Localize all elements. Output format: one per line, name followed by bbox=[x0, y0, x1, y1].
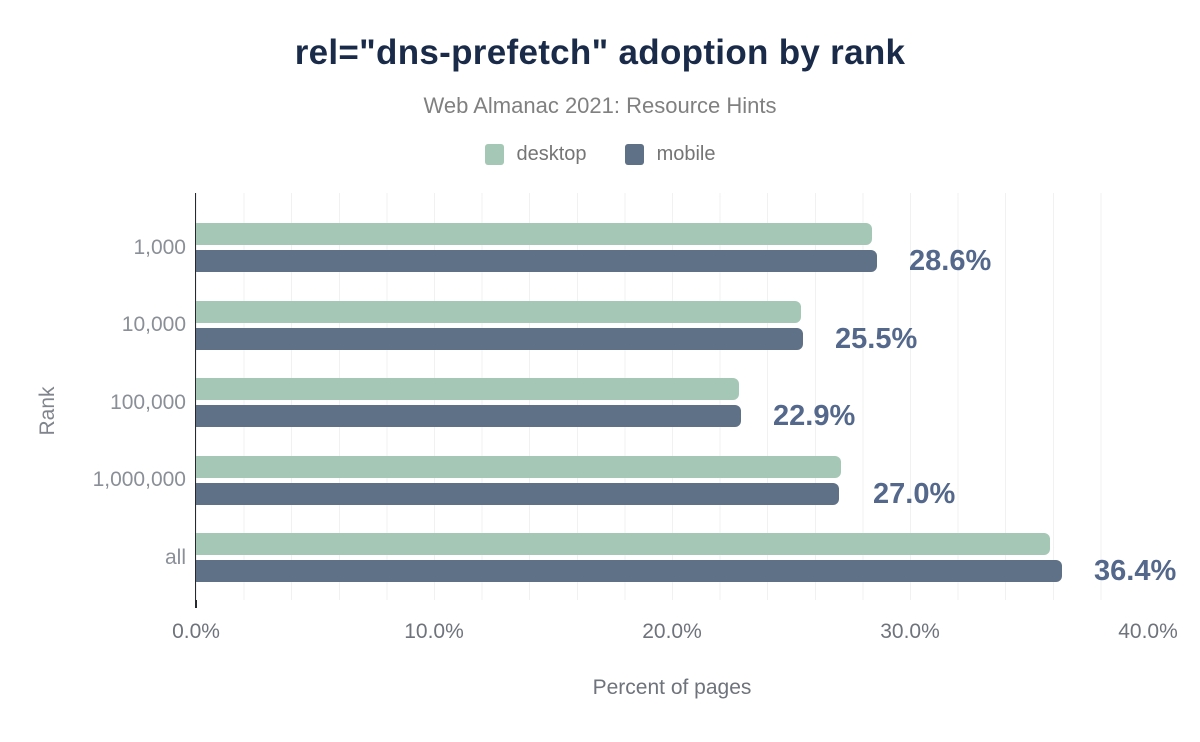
bar-value-label: 28.6% bbox=[909, 245, 992, 277]
y-category-label: 1,000,000 bbox=[92, 468, 186, 491]
bar-value-label: 27.0% bbox=[873, 477, 956, 510]
plot-area bbox=[196, 193, 1148, 600]
legend-item-desktop: desktop bbox=[484, 143, 587, 166]
bar-desktop-1,000,000 bbox=[196, 455, 841, 478]
bar-mobile-100,000 bbox=[196, 405, 741, 427]
bar-value-label: 22.9% bbox=[773, 400, 856, 432]
bar-desktop-1,000 bbox=[196, 223, 872, 245]
legend-label-mobile: mobile bbox=[656, 143, 716, 165]
legend-swatch-desktop bbox=[484, 144, 504, 165]
y-category-label: all bbox=[164, 545, 186, 569]
chart-subtitle: Web Almanac 2021: Resource Hints bbox=[423, 93, 777, 118]
y-category-label: 100,000 bbox=[110, 390, 186, 414]
bar-desktop-all bbox=[196, 533, 1051, 555]
legend-swatch-mobile bbox=[624, 144, 644, 165]
x-tick-label: 10.0% bbox=[404, 620, 464, 643]
bar-desktop-10,000 bbox=[196, 300, 801, 323]
y-category-label: 1,000 bbox=[133, 235, 186, 259]
legend-item-mobile: mobile bbox=[624, 143, 716, 166]
x-tick-label: 40.0% bbox=[1118, 620, 1178, 643]
bar-mobile-1,000 bbox=[196, 250, 877, 272]
legend: desktop mobile bbox=[0, 143, 1200, 166]
x-tick-label: 0.0% bbox=[172, 620, 220, 643]
x-tick-label: 30.0% bbox=[880, 620, 940, 643]
bar-value-label: 25.5% bbox=[835, 322, 918, 355]
y-category-label: 10,000 bbox=[121, 313, 186, 336]
bar-mobile-10,000 bbox=[196, 327, 803, 350]
x-axis-title: Percent of pages bbox=[592, 676, 752, 699]
bar-value-label: 36.4% bbox=[1094, 555, 1177, 587]
bar-desktop-100,000 bbox=[196, 378, 739, 400]
chart-title: rel="dns-prefetch" adoption by rank bbox=[294, 33, 906, 72]
bar-mobile-all bbox=[196, 560, 1063, 582]
x-tick-label: 20.0% bbox=[642, 620, 702, 643]
bar-mobile-1,000,000 bbox=[196, 482, 839, 505]
legend-label-desktop: desktop bbox=[516, 143, 587, 165]
